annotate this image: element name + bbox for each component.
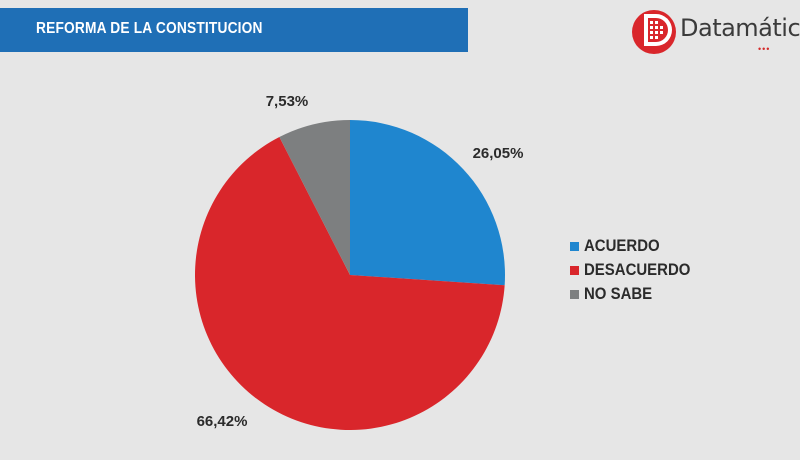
- data-label-desacuerdo: 66,42%: [197, 413, 248, 430]
- legend-label-acuerdo: ACUERDO: [584, 236, 660, 255]
- legend-item-no-sabe: NO SABE: [570, 282, 705, 306]
- pie-slice-acuerdo: [350, 120, 505, 286]
- legend-swatch-acuerdo: [570, 241, 579, 251]
- brand-logo: Datamática •••: [630, 6, 800, 56]
- legend-label-desacuerdo: DESACUERDO: [584, 260, 691, 279]
- datamatica-logo-icon: [632, 10, 676, 54]
- legend-label-no-sabe: NO SABE: [584, 284, 653, 303]
- logo-text: Datamática: [680, 14, 800, 42]
- data-label-no-sabe: 7,53%: [266, 93, 309, 110]
- logo-dots: •••: [758, 44, 771, 54]
- legend: ACUERDO DESACUERDO NO SABE: [570, 234, 705, 306]
- legend-item-desacuerdo: DESACUERDO: [570, 258, 705, 282]
- chart-title: REFORMA DE LA CONSTITUCION: [36, 20, 263, 37]
- data-label-acuerdo: 26,05%: [473, 145, 524, 162]
- pie-slice-no-sabe: [279, 120, 350, 275]
- pie-slice-desacuerdo: [194, 137, 505, 431]
- legend-item-acuerdo: ACUERDO: [570, 234, 705, 258]
- legend-swatch-no-sabe: [570, 289, 579, 299]
- legend-swatch-desacuerdo: [570, 265, 579, 275]
- title-bar: REFORMA DE LA CONSTITUCION: [0, 8, 468, 52]
